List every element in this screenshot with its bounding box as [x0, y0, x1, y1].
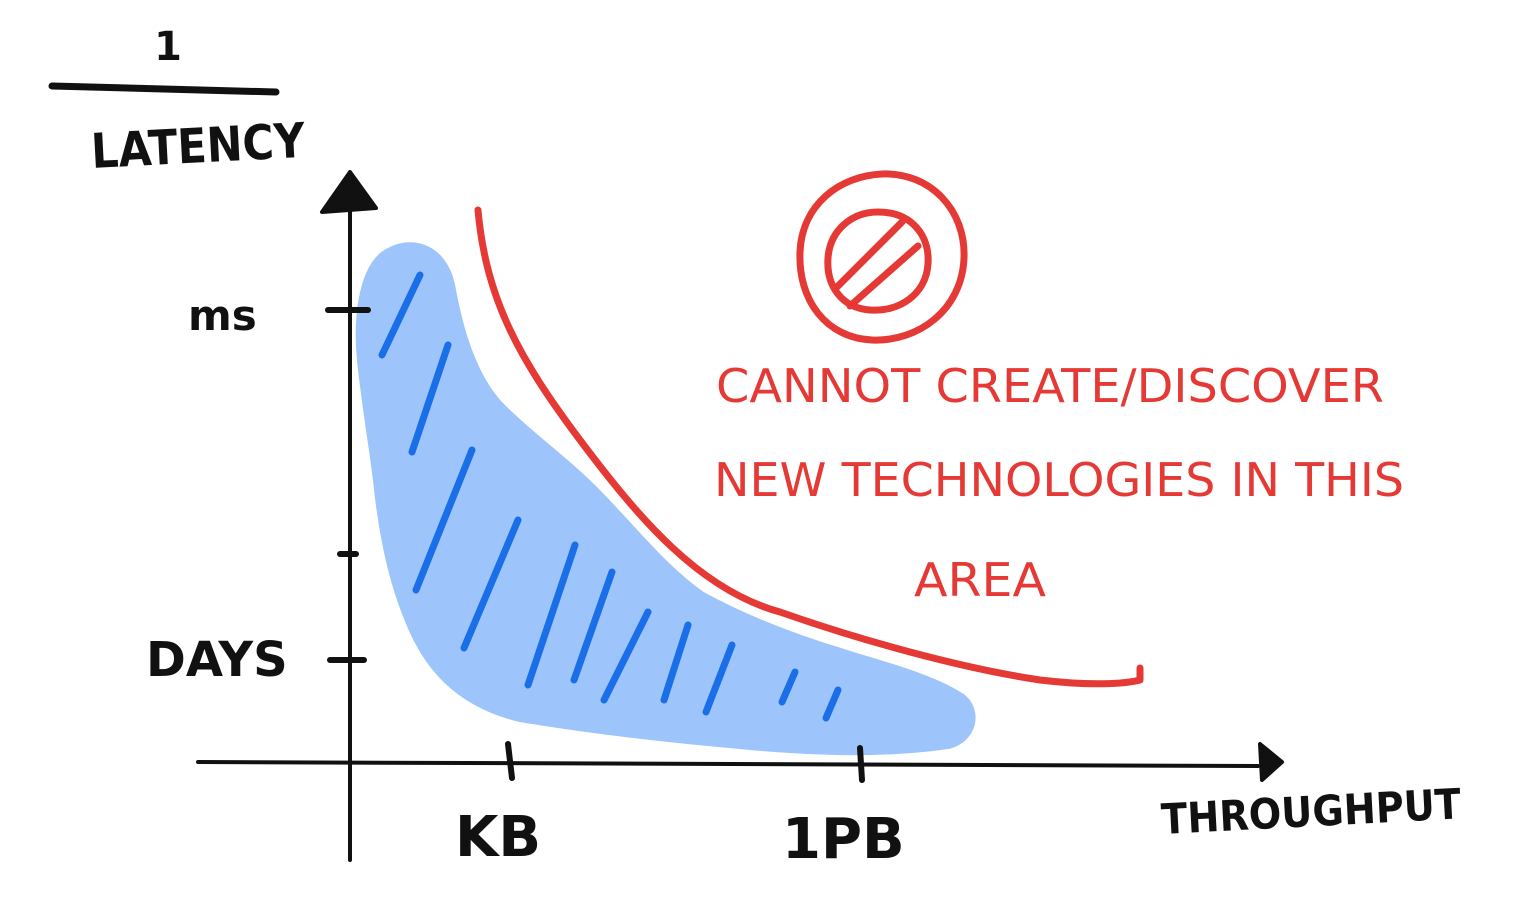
hatch-line [524, 541, 579, 689]
prohibited-icon-slash [832, 218, 906, 292]
feasible-region-fill [355, 242, 976, 756]
hatch-line [702, 641, 736, 716]
hatch-line [822, 686, 842, 722]
prohibited-icon-inner [824, 208, 932, 314]
hatch-line [660, 621, 692, 704]
hatch-lines [378, 271, 842, 722]
y-tick-label-days: DAYS [146, 632, 288, 688]
annotation-line-1: CANNOT CREATE/DISCOVER [716, 359, 1384, 413]
x-axis-label: THROUGHPUT [1160, 779, 1462, 844]
y-axis-arrow [320, 170, 378, 214]
prohibited-icon [796, 170, 968, 344]
annotation-line-3: AREA [914, 553, 1047, 607]
x-tick-kb [505, 741, 515, 781]
prohibited-icon-slash [846, 242, 922, 310]
x-axis-arrow [1258, 742, 1284, 782]
hatch-line [378, 271, 424, 359]
y-axis-label: 1 LATENCY [48, 24, 308, 180]
annotation: CANNOT CREATE/DISCOVER NEW TECHNOLOGIES … [714, 359, 1404, 607]
boundary-curve [474, 206, 1144, 688]
fraction-bar [48, 82, 280, 96]
y-axis-label-denominator: LATENCY [90, 113, 308, 180]
hatch-line [412, 446, 476, 594]
hatch-line [408, 341, 452, 456]
hatch-line [570, 568, 616, 684]
y-tick-label-ms: ms [188, 291, 257, 340]
axes [196, 170, 1284, 862]
y-axis-label-numerator: 1 [154, 24, 182, 70]
feasible-region [355, 242, 976, 756]
prohibited-icon-outer [796, 170, 968, 344]
hatch-line [778, 668, 799, 706]
x-tick-label-kb: KB [455, 805, 541, 870]
x-tick-1pb [857, 745, 865, 783]
annotation-line-2: NEW TECHNOLOGIES IN THIS [714, 453, 1404, 507]
x-axis-ticks [505, 741, 865, 783]
x-axis-line [196, 760, 1260, 768]
y-axis-ticks [325, 307, 371, 663]
hatch-line [600, 608, 652, 704]
x-tick-label-1pb: 1PB [782, 807, 905, 872]
hatch-line [460, 516, 522, 652]
